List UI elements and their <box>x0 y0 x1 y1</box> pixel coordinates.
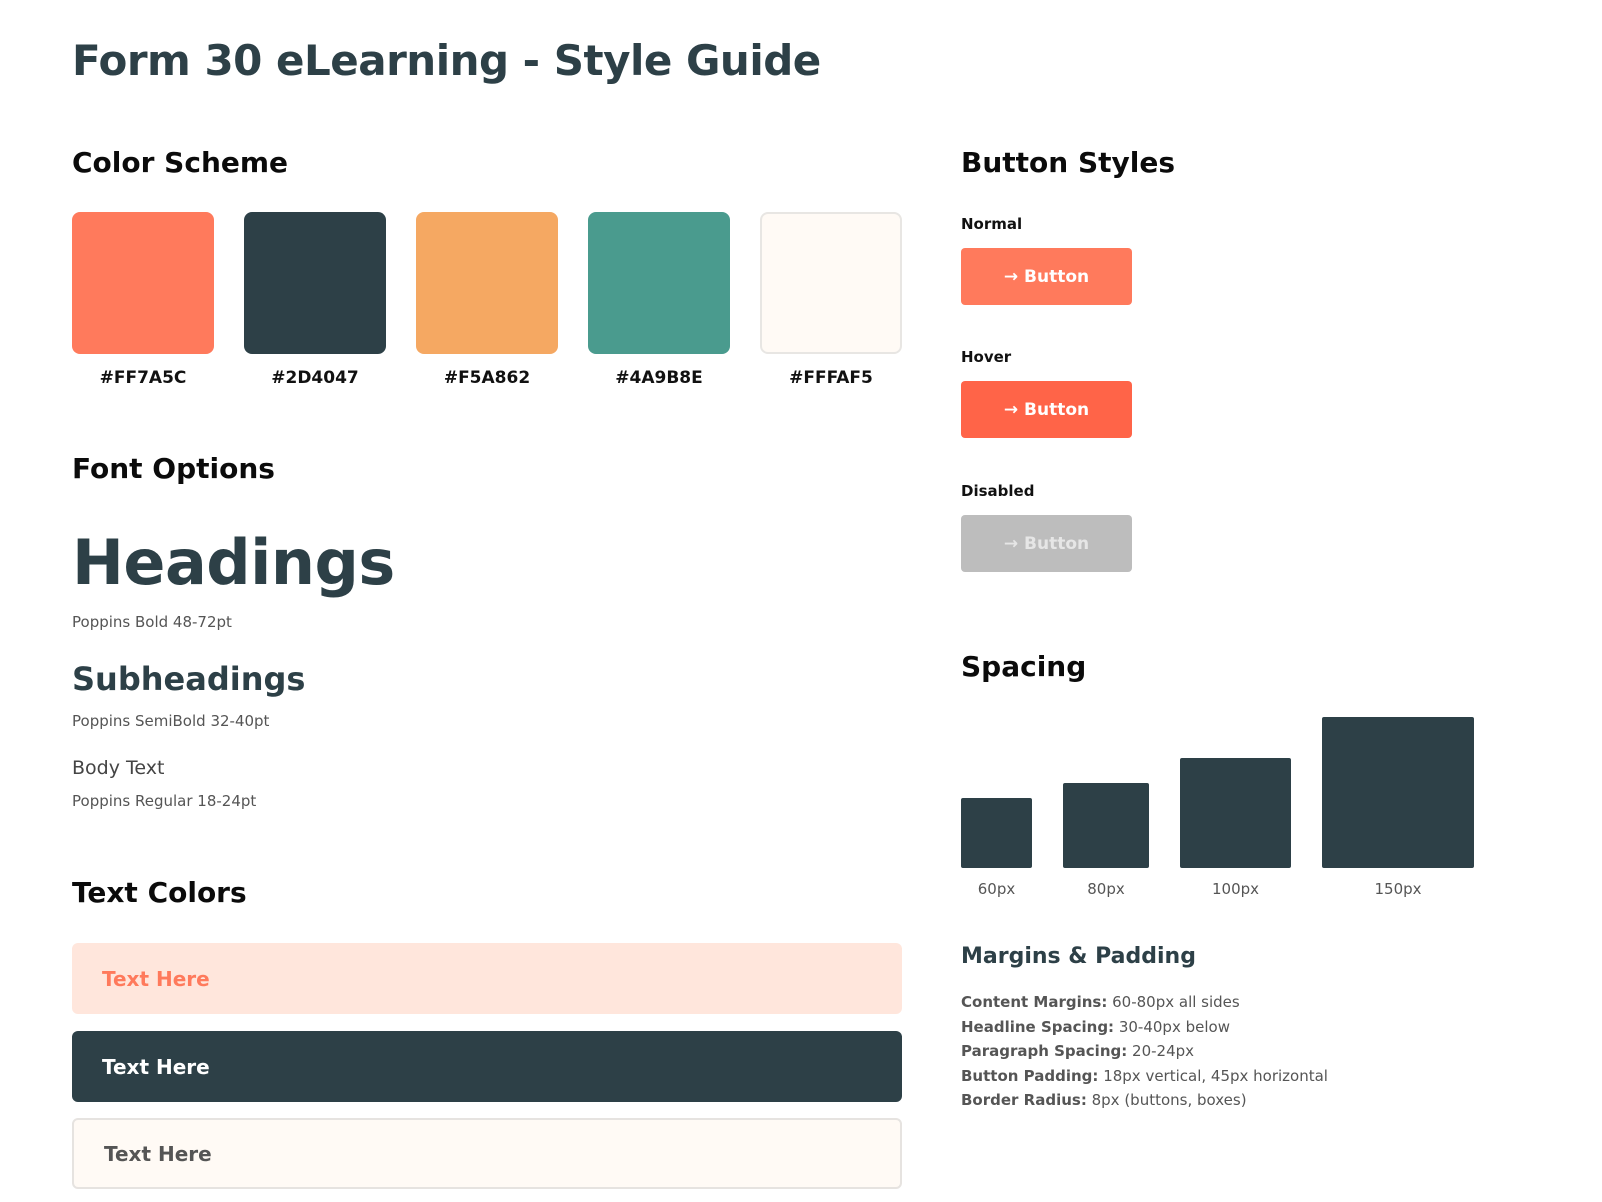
body-font-note: Poppins Regular 18-24pt <box>72 792 257 810</box>
body-text-sample: Body Text <box>72 757 165 779</box>
page-title: Form 30 eLearning - Style Guide <box>72 36 821 85</box>
swatch-4: #4A9B8E <box>588 212 730 388</box>
margins-padding-item: Content Margins: 60-80px all sides <box>961 990 1328 1015</box>
text-color-sample-coral: Text Here <box>72 943 902 1014</box>
spacing-label: 60px <box>977 880 1016 898</box>
margins-padding-item: Paragraph Spacing: 20-24px <box>961 1039 1328 1064</box>
text-colors-title: Text Colors <box>72 876 247 909</box>
subheading-font-note: Poppins SemiBold 32-40pt <box>72 712 270 730</box>
button-state-label-normal: Normal <box>961 215 1023 233</box>
spacing-label: 80px <box>1087 880 1125 898</box>
spacing-title: Spacing <box>961 650 1087 683</box>
item-value: 8px (buttons, boxes) <box>1091 1091 1247 1109</box>
font-options-title: Font Options <box>72 452 275 485</box>
spacing-block-60 <box>961 798 1032 868</box>
swatch-5: #FFFAF5 <box>760 212 902 388</box>
heading-sample: Headings <box>72 526 395 599</box>
disabled-button: → Button <box>961 515 1132 572</box>
normal-button[interactable]: → Button <box>961 248 1132 305</box>
spacing-block-80 <box>1063 783 1149 868</box>
text-sample-label: Text Here <box>102 1054 210 1079</box>
button-state-label-disabled: Disabled <box>961 482 1035 500</box>
item-term: Headline Spacing: <box>961 1017 1115 1036</box>
button-styles-title: Button Styles <box>961 146 1176 179</box>
item-value: 60-80px all sides <box>1112 993 1240 1011</box>
swatch-chip <box>588 212 730 354</box>
margins-padding-item: Headline Spacing: 30-40px below <box>961 1015 1328 1040</box>
margins-padding-item: Border Radius: 8px (buttons, boxes) <box>961 1088 1328 1113</box>
item-value: 18px vertical, 45px horizontal <box>1103 1066 1328 1085</box>
margins-padding-item: Button Padding: 18px vertical, 45px hori… <box>961 1064 1328 1089</box>
swatch-3: #F5A862 <box>416 212 558 388</box>
item-term: Paragraph Spacing: <box>961 1042 1128 1060</box>
text-sample-label: Text Here <box>102 966 210 991</box>
margins-padding-list: Content Margins: 60-80px all sides Headl… <box>961 990 1328 1113</box>
text-sample-label: Text Here <box>104 1141 212 1166</box>
item-value: 20-24px <box>1132 1042 1195 1060</box>
swatch-chip <box>416 212 558 354</box>
spacing-block-100 <box>1180 758 1291 868</box>
spacing-label: 100px <box>1211 880 1260 898</box>
item-value: 30-40px below <box>1118 1017 1230 1036</box>
swatch-2: #2D4047 <box>244 212 386 388</box>
button-state-label-hover: Hover <box>961 348 1012 366</box>
subheading-sample: Subheadings <box>72 660 306 698</box>
item-term: Border Radius: <box>961 1091 1087 1109</box>
swatch-chip <box>72 212 214 354</box>
swatch-hex: #2D4047 <box>271 368 359 388</box>
heading-font-note: Poppins Bold 48-72pt <box>72 613 232 631</box>
item-term: Content Margins: <box>961 993 1108 1011</box>
text-color-sample-dark: Text Here <box>72 1031 902 1102</box>
margins-padding-title: Margins & Padding <box>961 944 1196 969</box>
color-scheme-title: Color Scheme <box>72 146 289 179</box>
swatch-hex: #FFFAF5 <box>789 368 873 388</box>
spacing-label: 150px <box>1374 880 1422 898</box>
item-term: Button Padding: <box>961 1066 1099 1085</box>
swatch-hex: #F5A862 <box>443 368 531 388</box>
hover-button[interactable]: → Button <box>961 381 1132 438</box>
swatch-chip <box>760 212 902 354</box>
swatch-hex: #4A9B8E <box>615 368 703 388</box>
color-swatches: #FF7A5C #2D4047 #F5A862 #4A9B8E #FFFAF5 <box>72 212 902 392</box>
spacing-block-150 <box>1322 717 1474 868</box>
text-color-sample-light: Text Here <box>72 1118 902 1189</box>
swatch-hex: #FF7A5C <box>99 368 187 388</box>
swatch-1: #FF7A5C <box>72 212 214 388</box>
swatch-chip <box>244 212 386 354</box>
